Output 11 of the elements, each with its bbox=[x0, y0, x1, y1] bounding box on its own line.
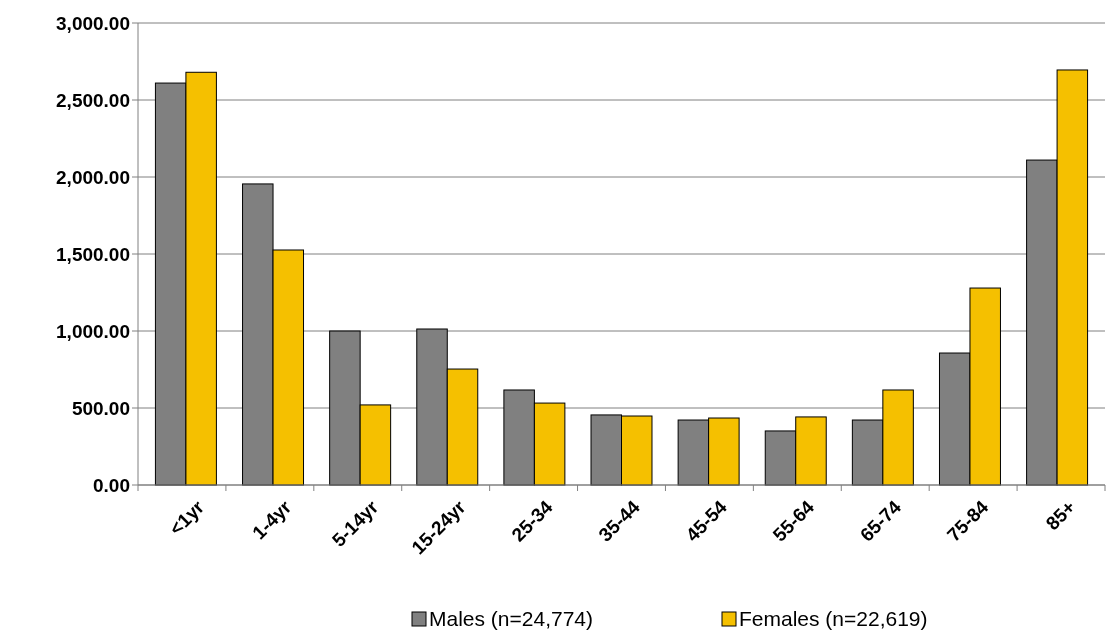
x-tick-label: <1yr bbox=[165, 495, 209, 540]
legend-label: Females (n=22,619) bbox=[739, 607, 928, 630]
legend-label: Males (n=24,774) bbox=[429, 607, 594, 630]
y-tick-label: 1,000.00 bbox=[56, 320, 130, 342]
x-tick-label: 85+ bbox=[1041, 496, 1080, 535]
y-tick-label: 0.00 bbox=[93, 474, 130, 496]
y-tick-label: 1,500.00 bbox=[56, 243, 130, 265]
y-tick-label: 500.00 bbox=[71, 397, 130, 419]
y-tick-label: 2,000.00 bbox=[56, 166, 130, 188]
y-tick-label: 2,500.00 bbox=[56, 89, 130, 111]
y-tick-label: 3,000.00 bbox=[56, 12, 130, 34]
